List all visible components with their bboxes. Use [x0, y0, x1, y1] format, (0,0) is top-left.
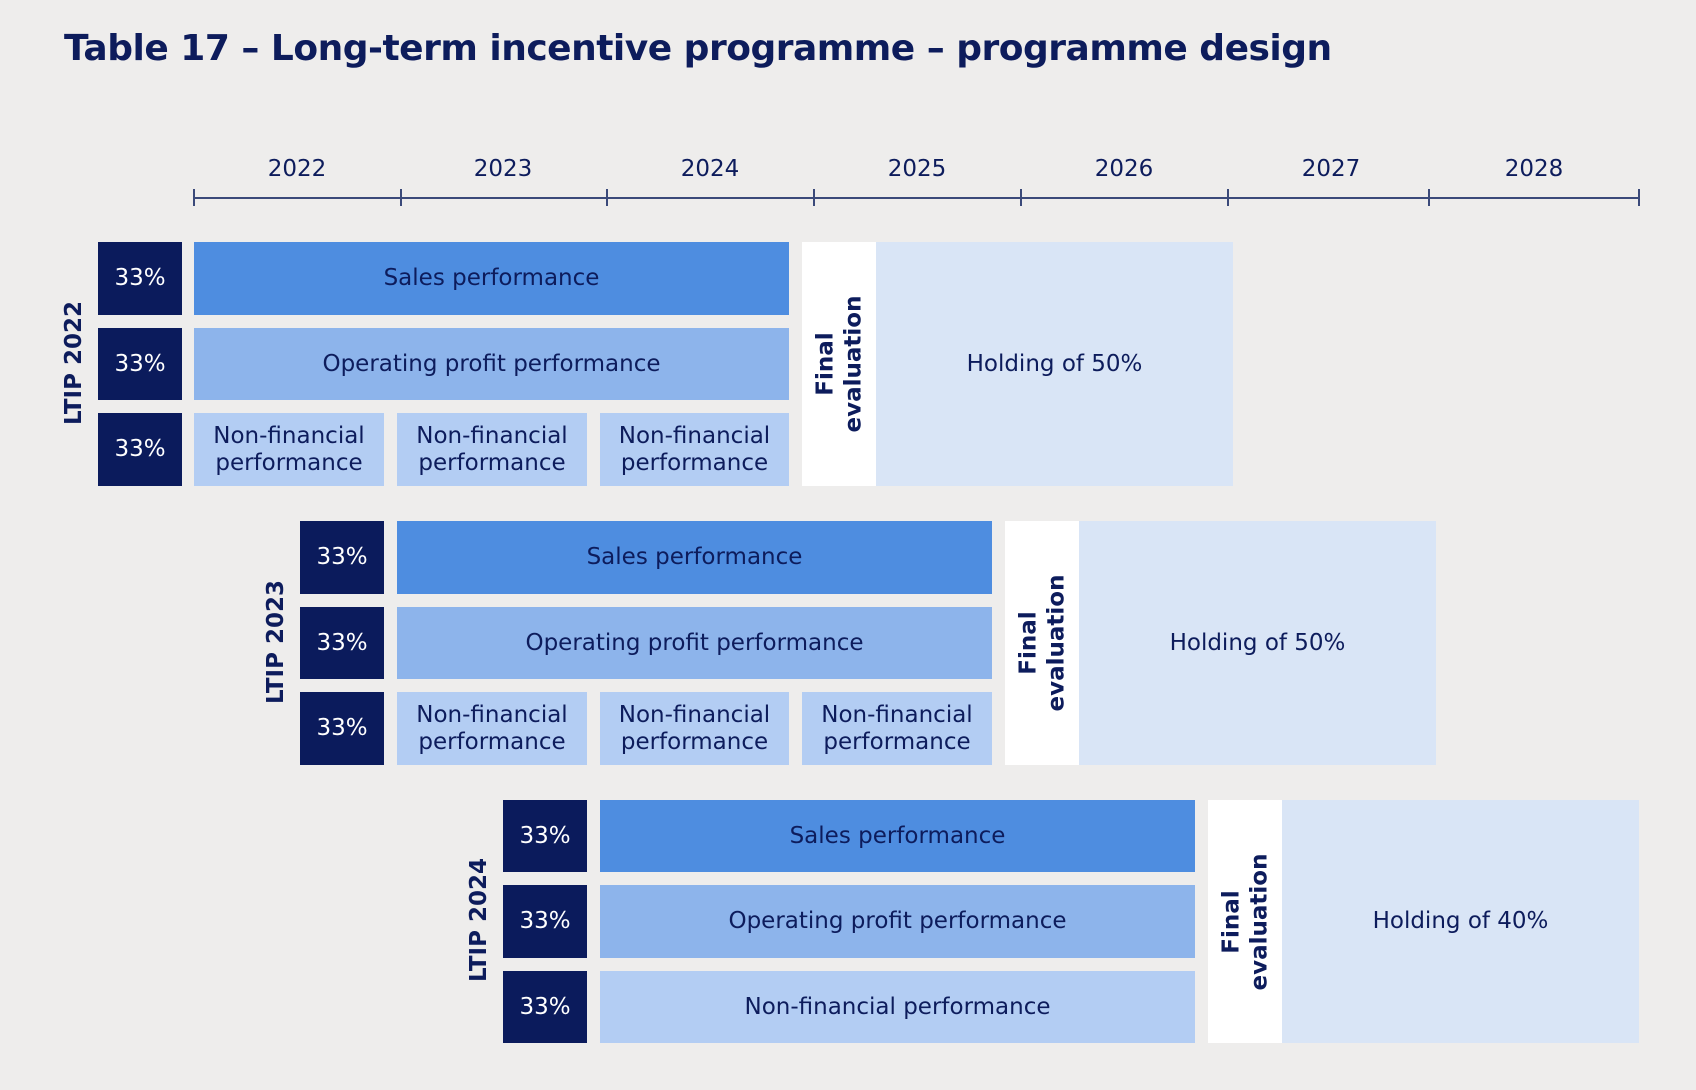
ltip-2022-holding: Holding of 50%	[876, 242, 1233, 486]
ltip-2022-weight-sales: 33%	[98, 242, 182, 315]
ltip-2023-final-evaluation: Final evaluation	[1005, 521, 1079, 765]
axis-tick	[1428, 189, 1430, 206]
year-label-2022: 2022	[267, 156, 327, 182]
axis-tick	[1638, 189, 1640, 206]
ltip-2022-sales-performance: Sales performance	[194, 242, 789, 315]
ltip-2024-holding: Holding of 40%	[1282, 800, 1639, 1043]
year-label-2027: 2027	[1301, 156, 1361, 182]
year-label-2026: 2026	[1094, 156, 1154, 182]
year-label-2025: 2025	[887, 156, 947, 182]
ltip-2023-non-financial-2025: Non-financial performance	[802, 692, 992, 765]
ltip-2022-weight-non-financial: 33%	[98, 413, 182, 486]
axis-tick	[193, 189, 195, 206]
axis-tick	[1020, 189, 1022, 206]
ltip-2023-label: LTIP 2023	[263, 580, 289, 704]
ltip-2024-weight-non-financial: 33%	[503, 971, 587, 1043]
ltip-2022-non-financial-2024: Non-financial performance	[600, 413, 789, 486]
axis-tick	[1227, 189, 1229, 206]
axis-tick	[606, 189, 608, 206]
ltip-2024-final-evaluation-label: Final evaluation	[1218, 853, 1272, 990]
ltip-2022-label: LTIP 2022	[61, 301, 87, 425]
ltip-2022-final-evaluation-label: Final evaluation	[812, 295, 866, 433]
year-label-2023: 2023	[473, 156, 533, 182]
ltip-2022-weight-operating-profit: 33%	[98, 328, 182, 400]
ltip-2023-operating-profit-performance: Operating profit performance	[397, 607, 992, 679]
axis-tick	[400, 189, 402, 206]
ltip-2023-final-evaluation-label: Final evaluation	[1015, 574, 1069, 712]
ltip-2022-non-financial-2023: Non-financial performance	[397, 413, 587, 486]
page-title: Table 17 – Long-term incentive programme…	[64, 28, 1332, 69]
ltip-2024-final-evaluation: Final evaluation	[1208, 800, 1282, 1043]
ltip-2024-operating-profit-performance: Operating profit performance	[600, 885, 1195, 958]
ltip-2024-non-financial-performance: Non-financial performance	[600, 971, 1195, 1043]
ltip-2023-sales-performance: Sales performance	[397, 521, 992, 594]
ltip-2023-weight-operating-profit: 33%	[300, 607, 384, 679]
axis-tick	[813, 189, 815, 206]
ltip-2022-non-financial-2022: Non-financial performance	[194, 413, 384, 486]
ltip-2022-operating-profit-performance: Operating profit performance	[194, 328, 789, 400]
year-label-2028: 2028	[1504, 156, 1564, 182]
ltip-2024-weight-sales: 33%	[503, 800, 587, 872]
ltip-2023-weight-non-financial: 33%	[300, 692, 384, 765]
year-label-2024: 2024	[680, 156, 740, 182]
ltip-2023-non-financial-2024: Non-financial performance	[600, 692, 789, 765]
ltip-2023-holding: Holding of 50%	[1079, 521, 1436, 765]
ltip-2024-weight-operating-profit: 33%	[503, 885, 587, 958]
ltip-2023-weight-sales: 33%	[300, 521, 384, 594]
timeline-axis	[193, 197, 1639, 199]
ltip-2024-sales-performance: Sales performance	[600, 800, 1195, 872]
ltip-2024-label: LTIP 2024	[466, 858, 492, 982]
ltip-2022-final-evaluation: Final evaluation	[802, 242, 876, 486]
ltip-2023-non-financial-2023: Non-financial performance	[397, 692, 587, 765]
